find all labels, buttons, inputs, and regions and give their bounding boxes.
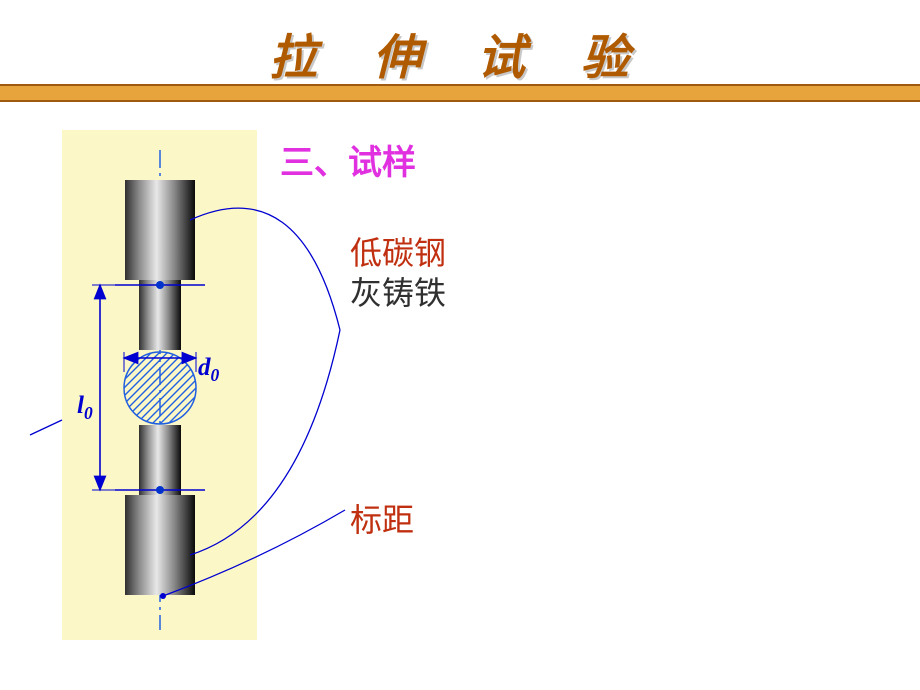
specimen-drawing: [30, 150, 345, 630]
diagram-svg: [0, 0, 920, 690]
